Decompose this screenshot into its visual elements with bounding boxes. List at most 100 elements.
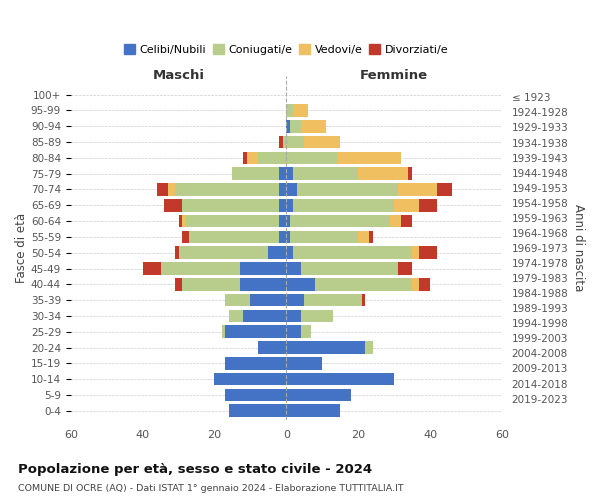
Bar: [301, 326, 311, 338]
Bar: [301, 262, 398, 275]
Bar: [290, 215, 391, 228]
Bar: [315, 278, 412, 290]
Bar: [286, 104, 293, 117]
Bar: [268, 246, 286, 259]
Bar: [286, 310, 301, 322]
Bar: [337, 152, 401, 164]
Bar: [301, 310, 333, 322]
Bar: [175, 183, 279, 196]
Bar: [190, 230, 279, 243]
Bar: [286, 168, 293, 180]
Bar: [365, 341, 373, 354]
Bar: [286, 120, 290, 132]
Bar: [286, 262, 301, 275]
Bar: [419, 278, 430, 290]
Bar: [398, 262, 412, 275]
Bar: [362, 294, 365, 306]
Text: Femmine: Femmine: [360, 69, 428, 82]
Bar: [358, 230, 369, 243]
Bar: [286, 373, 394, 386]
Bar: [229, 404, 286, 417]
Bar: [164, 199, 182, 211]
Bar: [293, 168, 358, 180]
Bar: [243, 310, 286, 322]
Bar: [243, 152, 247, 164]
Bar: [239, 278, 286, 290]
Bar: [182, 230, 190, 243]
Bar: [293, 246, 412, 259]
Bar: [401, 215, 412, 228]
Bar: [286, 326, 301, 338]
Bar: [279, 230, 286, 243]
Bar: [143, 262, 161, 275]
Bar: [250, 294, 286, 306]
Bar: [286, 215, 290, 228]
Bar: [304, 136, 340, 148]
Bar: [304, 294, 362, 306]
Bar: [286, 388, 351, 402]
Bar: [182, 199, 279, 211]
Bar: [225, 357, 286, 370]
Bar: [286, 294, 304, 306]
Bar: [391, 215, 401, 228]
Bar: [157, 183, 168, 196]
Bar: [221, 326, 225, 338]
Bar: [168, 183, 175, 196]
Bar: [182, 278, 239, 290]
Bar: [182, 215, 186, 228]
Bar: [225, 294, 250, 306]
Bar: [297, 183, 398, 196]
Bar: [161, 262, 239, 275]
Bar: [286, 136, 304, 148]
Bar: [257, 341, 286, 354]
Bar: [419, 199, 437, 211]
Bar: [419, 246, 437, 259]
Bar: [394, 199, 419, 211]
Bar: [286, 357, 322, 370]
Bar: [279, 215, 286, 228]
Bar: [286, 278, 315, 290]
Bar: [225, 326, 286, 338]
Bar: [286, 183, 297, 196]
Bar: [257, 152, 286, 164]
Bar: [290, 120, 301, 132]
Bar: [286, 230, 290, 243]
Bar: [232, 168, 279, 180]
Bar: [279, 136, 283, 148]
Bar: [279, 168, 286, 180]
Bar: [293, 104, 308, 117]
Bar: [290, 230, 358, 243]
Bar: [409, 168, 412, 180]
Bar: [186, 215, 279, 228]
Bar: [214, 373, 286, 386]
Bar: [286, 152, 337, 164]
Bar: [369, 230, 373, 243]
Bar: [358, 168, 409, 180]
Text: COMUNE DI OCRE (AQ) - Dati ISTAT 1° gennaio 2024 - Elaborazione TUTTITALIA.IT: COMUNE DI OCRE (AQ) - Dati ISTAT 1° genn…: [18, 484, 404, 493]
Bar: [179, 215, 182, 228]
Bar: [179, 246, 268, 259]
Text: Maschi: Maschi: [152, 69, 205, 82]
Bar: [286, 341, 365, 354]
Bar: [286, 404, 340, 417]
Bar: [225, 388, 286, 402]
Text: Popolazione per età, sesso e stato civile - 2024: Popolazione per età, sesso e stato civil…: [18, 462, 372, 475]
Bar: [286, 246, 293, 259]
Bar: [412, 246, 419, 259]
Bar: [301, 120, 326, 132]
Bar: [437, 183, 452, 196]
Bar: [412, 278, 419, 290]
Bar: [247, 152, 257, 164]
Bar: [229, 310, 243, 322]
Y-axis label: Anni di nascita: Anni di nascita: [572, 204, 585, 292]
Bar: [286, 199, 293, 211]
Bar: [398, 183, 437, 196]
Legend: Celibi/Nubili, Coniugati/e, Vedovi/e, Divorziati/e: Celibi/Nubili, Coniugati/e, Vedovi/e, Di…: [119, 40, 453, 59]
Bar: [279, 199, 286, 211]
Bar: [293, 199, 394, 211]
Bar: [175, 278, 182, 290]
Bar: [175, 246, 179, 259]
Bar: [239, 262, 286, 275]
Bar: [279, 183, 286, 196]
Bar: [283, 136, 286, 148]
